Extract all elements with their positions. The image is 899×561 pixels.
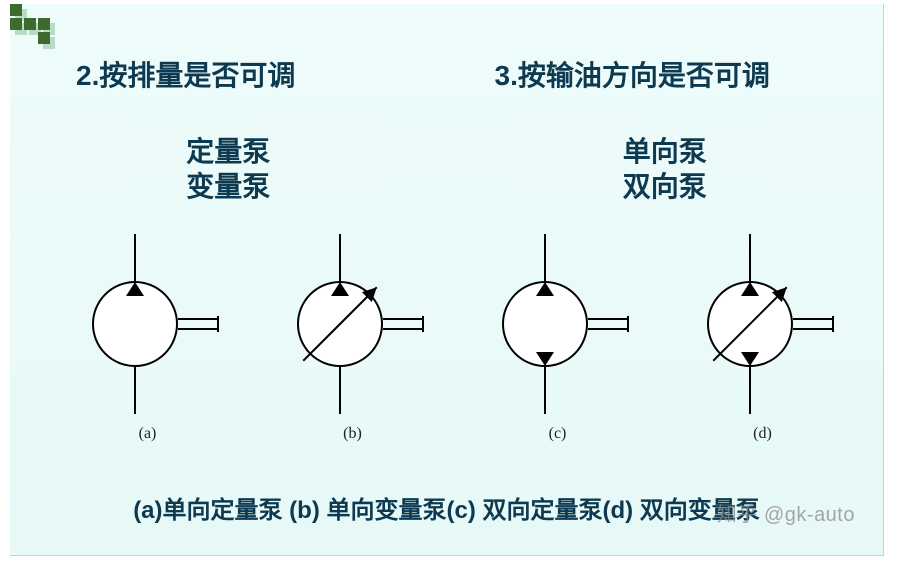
pump-symbol-b: (b) <box>255 229 450 459</box>
pump-icon <box>63 229 233 419</box>
heading-left: 2.按排量是否可调 <box>76 54 447 94</box>
diagram-label: (b) <box>255 425 450 443</box>
pump-icon <box>268 229 438 419</box>
caption: (a)单向定量泵 (b) 单向变量泵(c) 双向定量泵(d) 双向变量泵 <box>10 490 883 525</box>
sub-left-2: 变量泵 <box>10 169 447 204</box>
diagram-row: (a) (b) (c) (d) <box>50 229 860 459</box>
headings-row: 2.按排量是否可调 3.按输油方向是否可调 <box>10 54 883 94</box>
pump-icon <box>678 229 848 419</box>
pump-symbol-c: (c) <box>460 229 655 459</box>
subheadings-row: 定量泵 变量泵 单向泵 双向泵 <box>10 134 883 204</box>
diagram-label: (c) <box>460 425 655 443</box>
corner-decor-icon <box>10 4 70 50</box>
sub-left-1: 定量泵 <box>10 134 447 169</box>
heading-right: 3.按输油方向是否可调 <box>495 54 884 94</box>
pump-symbol-d: (d) <box>665 229 860 459</box>
diagram-label: (d) <box>665 425 860 443</box>
pump-symbol-a: (a) <box>50 229 245 459</box>
slide: 2.按排量是否可调 3.按输油方向是否可调 定量泵 变量泵 单向泵 双向泵 (a… <box>10 4 884 556</box>
diagram-label: (a) <box>50 425 245 443</box>
pump-icon <box>473 229 643 419</box>
sub-right-1: 单向泵 <box>447 134 884 169</box>
sub-right-2: 双向泵 <box>447 169 884 204</box>
